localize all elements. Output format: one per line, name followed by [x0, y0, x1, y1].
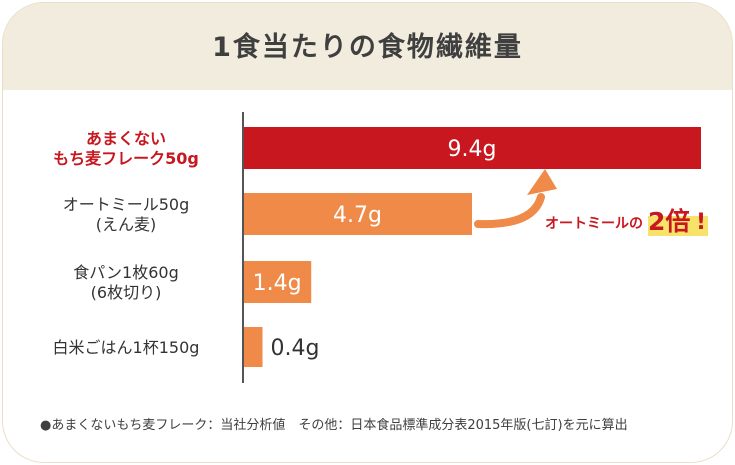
arrow-shaft [474, 193, 545, 229]
footnote: ●あまくないもち麦フレーク：当社分析値 その他：日本食品標準成分表2015年版(… [40, 418, 628, 433]
chart-title: 1食当たりの食物繊維量 [212, 32, 523, 63]
bar-3 [243, 327, 263, 367]
category-label-0-0: あまくない [86, 129, 166, 148]
value-label-2: 1.4g [253, 271, 302, 296]
value-label-1: 4.7g [333, 203, 382, 228]
bar-0 [243, 127, 701, 169]
category-label-2-1: (6枚切り) [91, 283, 162, 302]
category-label-1-0: オートミール50g [63, 195, 190, 214]
arrow-head [527, 169, 557, 195]
title-banner: 1食当たりの食物繊維量 [3, 3, 732, 90]
bar-2 [243, 261, 312, 303]
annotation-suffix: ! [696, 210, 706, 235]
value-label-0: 9.4g [448, 137, 497, 162]
annotation-prefix: オートミールの [545, 216, 643, 232]
category-label-2-0: 食パン1枚60g [73, 263, 179, 282]
annotation-highlight [648, 216, 708, 236]
value-label-3: 0.4g [270, 336, 319, 361]
bar-1 [243, 193, 472, 235]
category-label-1-1: (えん麦) [96, 215, 157, 234]
category-label-0-1: もち麦フレーク50g [53, 149, 199, 168]
category-label-3-0: 白米ごはん1杯150g [53, 338, 200, 357]
annotation-emphasis: 2倍 [648, 207, 690, 236]
